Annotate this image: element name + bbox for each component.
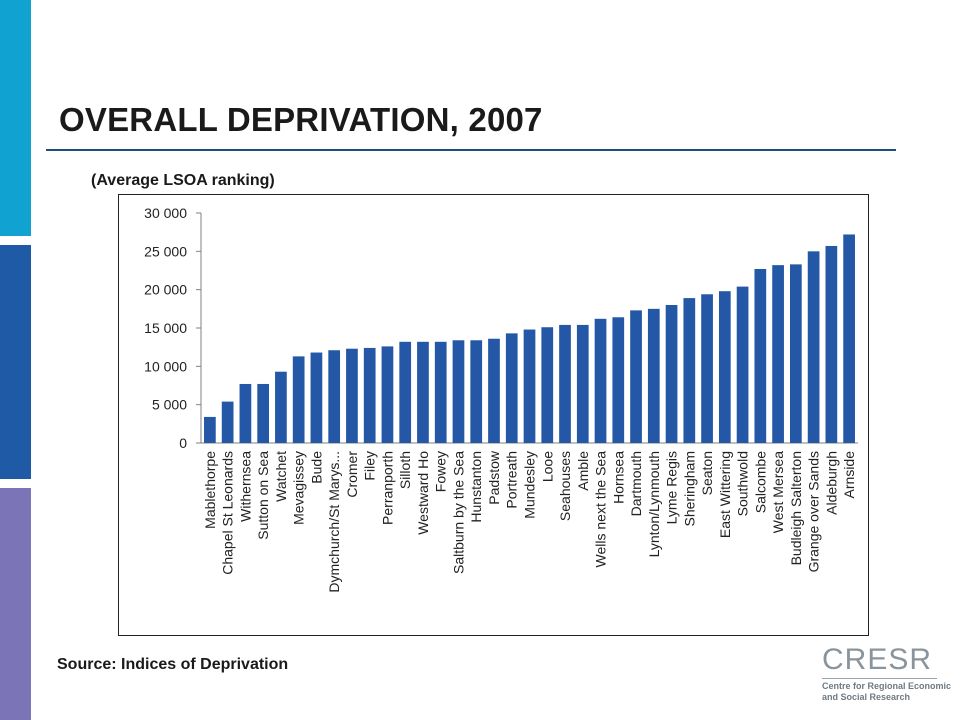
bar bbox=[505, 333, 518, 443]
x-tick-label: Hornsea bbox=[610, 451, 626, 504]
x-tick-label: Sutton on Sea bbox=[255, 451, 271, 540]
bar bbox=[683, 298, 696, 443]
y-tick-label: 15 000 bbox=[144, 320, 187, 336]
x-tick-label: Portreath bbox=[504, 451, 520, 509]
bars bbox=[204, 234, 855, 443]
bar bbox=[825, 245, 838, 443]
x-tick-label: Hunstanton bbox=[468, 451, 484, 523]
bar bbox=[292, 356, 305, 443]
bar bbox=[221, 401, 234, 443]
cresr-logo: CRESR Centre for Regional Economic and S… bbox=[822, 645, 952, 715]
bar bbox=[630, 310, 642, 443]
bar bbox=[701, 294, 713, 443]
chart-frame: 0 5 000 10 000 15 000 20 000 25 000 30 000 Mab… bbox=[118, 194, 869, 636]
y-tick-label: 20 000 bbox=[144, 282, 187, 298]
x-tick-label: Cromer bbox=[344, 451, 360, 498]
logo-line-2: and Social Research bbox=[822, 692, 911, 702]
y-tick-label: 5 000 bbox=[152, 397, 187, 413]
x-tick-label: Perranporth bbox=[379, 451, 395, 525]
bar bbox=[275, 371, 287, 443]
x-tick-label: Mablethorpe bbox=[202, 451, 218, 529]
bar bbox=[594, 318, 607, 443]
x-tick-label: Wells next the Sea bbox=[593, 451, 609, 568]
x-tick-label: Bude bbox=[308, 451, 324, 484]
x-tick-label: Westward Ho bbox=[415, 451, 431, 535]
logo-line-1: Centre for Regional Economic bbox=[822, 681, 952, 691]
bar bbox=[452, 340, 465, 443]
bar bbox=[204, 416, 216, 443]
decorative-strip-middle bbox=[0, 245, 31, 479]
bar bbox=[257, 383, 270, 443]
x-tick-label: Fowey bbox=[433, 451, 449, 492]
x-tick-label: Amble bbox=[575, 451, 591, 491]
bar bbox=[807, 251, 820, 443]
x-tick-labels: Mablethorpe Chapel St Leonards Withernsea S… bbox=[202, 450, 857, 592]
x-tick-label: Seaton bbox=[699, 451, 715, 495]
bar bbox=[576, 324, 589, 443]
bar bbox=[612, 317, 625, 443]
bar bbox=[381, 346, 394, 443]
y-tick-label: 10 000 bbox=[144, 358, 187, 374]
x-tick-label: Salcombe bbox=[752, 451, 768, 513]
x-tick-label: Lynton/Lynmouth bbox=[646, 451, 662, 557]
x-tick-label: Southwold bbox=[735, 451, 751, 516]
x-tick-label: Lyme Regis bbox=[664, 451, 680, 524]
y-tick-label: 0 bbox=[179, 435, 187, 451]
bar bbox=[718, 291, 731, 443]
x-tick-label: Withernsea bbox=[237, 451, 253, 522]
chart-subtitle: (Average LSOA ranking) bbox=[91, 172, 275, 189]
bar bbox=[843, 234, 855, 443]
x-tick-label: Budleigh Salterton bbox=[788, 451, 804, 565]
bar bbox=[541, 327, 554, 443]
bar bbox=[346, 348, 358, 443]
source-note: Source: Indices of Deprivation bbox=[57, 656, 289, 673]
x-tick-label: Mevagissey bbox=[291, 451, 307, 525]
bar bbox=[363, 347, 376, 443]
x-tick-label: Aldeburgh bbox=[823, 451, 839, 515]
slide-title: OVERALL DEPRIVATION, 2007 bbox=[59, 101, 543, 138]
x-tick-label: Dymchurch/St Marys... bbox=[326, 451, 342, 593]
bar bbox=[665, 305, 678, 443]
logo-mark: CRESR bbox=[822, 643, 933, 676]
x-tick-label: Filey bbox=[362, 451, 378, 481]
bar-chart: 0 5 000 10 000 15 000 20 000 25 000 30 000 Mab… bbox=[144, 205, 858, 593]
bar bbox=[417, 341, 429, 443]
x-tick-label: Watchet bbox=[273, 451, 289, 502]
bar bbox=[434, 341, 447, 443]
x-tick-label: Grange over Sands bbox=[806, 451, 822, 572]
bar bbox=[559, 324, 571, 443]
bar bbox=[399, 341, 412, 443]
x-tick-label: Saltburn by the Sea bbox=[451, 451, 467, 574]
bar bbox=[239, 383, 252, 443]
x-tick-label: Dartmouth bbox=[628, 451, 644, 516]
x-tick-label: Chapel St Leonards bbox=[220, 451, 236, 575]
bar bbox=[470, 340, 483, 443]
x-tick-label: Sheringham bbox=[681, 451, 697, 527]
bar bbox=[488, 338, 500, 443]
bar bbox=[328, 350, 341, 443]
x-tick-label: West Mersea bbox=[770, 451, 786, 533]
title-divider bbox=[46, 149, 896, 151]
x-tick-label: Mundesley bbox=[522, 451, 538, 519]
bar bbox=[754, 268, 767, 443]
y-tick-label: 30 000 bbox=[144, 205, 187, 221]
bar bbox=[523, 329, 536, 443]
x-tick-label: Seahouses bbox=[557, 451, 573, 521]
x-tick-label: Looe bbox=[539, 451, 555, 482]
bar bbox=[772, 265, 784, 443]
logo-divider bbox=[822, 678, 937, 679]
decorative-strip-bottom bbox=[0, 488, 31, 720]
x-tick-label: Arnside bbox=[841, 451, 857, 499]
decorative-strip-top bbox=[0, 0, 31, 236]
x-tick-label: Silloth bbox=[397, 451, 413, 489]
y-tick-label: 25 000 bbox=[144, 243, 187, 259]
x-tick-label: Padstow bbox=[486, 450, 502, 505]
bar bbox=[736, 286, 749, 443]
bar bbox=[647, 308, 660, 443]
y-axis: 0 5 000 10 000 15 000 20 000 25 000 30 000 bbox=[144, 205, 202, 451]
bar bbox=[789, 264, 802, 443]
x-tick-label: East Wittering bbox=[717, 451, 733, 538]
bar bbox=[310, 352, 323, 443]
